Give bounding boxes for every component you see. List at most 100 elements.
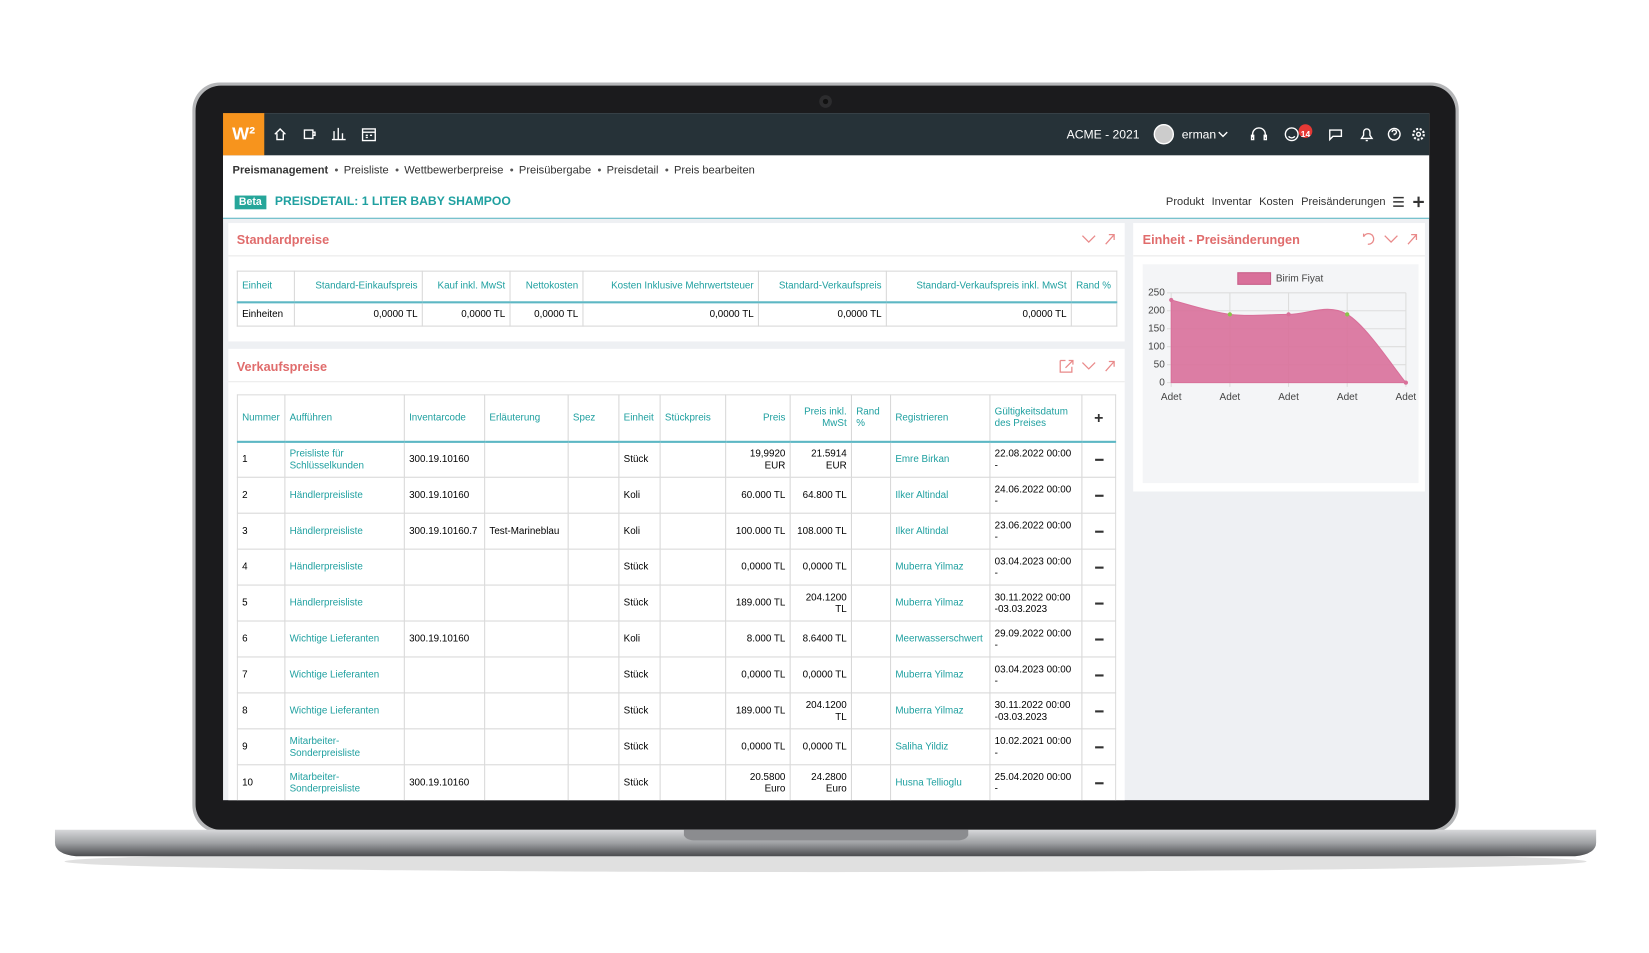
cell[interactable]: Saliha Yildiz: [890, 728, 991, 766]
cell[interactable]: Händlerpreisliste: [284, 476, 405, 514]
cell: [567, 764, 620, 801]
logo[interactable]: W²: [223, 113, 265, 156]
cell: 64.800 TL: [789, 476, 852, 514]
chart-icon[interactable]: [331, 127, 346, 141]
table: Einheit Standard-Einkaufspreis Kauf inkl. …: [236, 270, 1118, 327]
cell: [484, 656, 569, 694]
legend-swatch: [1237, 272, 1272, 285]
column-header: Standard-Einkaufspreis: [293, 270, 423, 303]
company[interactable]: ACME - 2021: [1067, 128, 1140, 142]
cell[interactable]: Mitarbeiter-Sonderpreisliste: [284, 728, 405, 766]
list-icon[interactable]: [1393, 196, 1404, 207]
cell[interactable]: Händlerpreisliste: [284, 584, 405, 622]
cell[interactable]: Muberra Yilmaz: [890, 548, 991, 586]
cell[interactable]: Händlerpreisliste: [284, 512, 405, 550]
cell[interactable]: Wichtige Lieferanten: [284, 692, 405, 730]
add-icon[interactable]: [1413, 196, 1424, 208]
cell: [484, 620, 569, 658]
breadcrumb-item[interactable]: Preisdetail: [597, 164, 658, 177]
remove-icon[interactable]: [1094, 745, 1104, 748]
cup-icon[interactable]: [303, 129, 316, 140]
nav-icons: 14 ACME - 2021 erman: [274, 124, 1425, 145]
cell: 189.000 TL: [725, 692, 791, 730]
row: 8 Wichtige Lieferanten Stück 189.000 TL 204.…: [236, 692, 1117, 730]
calendar-icon[interactable]: [361, 128, 376, 142]
remove-cell: [1081, 692, 1117, 730]
point: [1286, 312, 1291, 317]
breadcrumb-item[interactable]: Preismanagement: [232, 163, 329, 177]
cell: 0,0000 TL: [293, 301, 423, 327]
smiley-icon[interactable]: [1284, 127, 1299, 142]
row: 1 Preisliste für Schlüsselkunden 300.19.10…: [236, 440, 1117, 478]
cell[interactable]: Wichtige Lieferanten: [284, 620, 405, 658]
cell: [659, 692, 727, 730]
column-header: Preis inkl. MwSt: [789, 394, 852, 443]
help-icon[interactable]: [1387, 127, 1401, 141]
cell[interactable]: Muberra Yilmaz: [890, 692, 991, 730]
cell: [850, 620, 892, 658]
panel-title: Einheit - Preisänderungen: [1142, 232, 1300, 248]
column-header: Inventarcode: [403, 394, 486, 443]
column-header: Stückpreis: [659, 394, 727, 443]
remove-cell: [1081, 728, 1117, 766]
headset-icon[interactable]: [1250, 127, 1268, 141]
cell: 7: [236, 656, 286, 694]
username[interactable]: erman: [1182, 128, 1216, 142]
cell[interactable]: Ilker Altindal: [890, 476, 991, 514]
cell: 24.2800 Euro: [789, 764, 852, 801]
cell[interactable]: Mitarbeiter-Sonderpreisliste: [284, 764, 405, 801]
breadcrumb-item[interactable]: Wettbewerberpreise: [395, 164, 503, 177]
table: Nummer Aufführen Inventarcode Erläuterung Sp…: [236, 394, 1117, 801]
bell-icon[interactable]: [1360, 128, 1374, 142]
y-tick-label: 0: [1159, 377, 1165, 388]
cell: [567, 512, 620, 550]
cell[interactable]: Händlerpreisliste: [284, 548, 405, 586]
tab[interactable]: Produkt: [1165, 195, 1205, 209]
remove-icon[interactable]: [1094, 781, 1104, 784]
tab[interactable]: Preisänderungen: [1301, 195, 1386, 209]
breadcrumb-item[interactable]: Preis bearbeiten: [665, 164, 755, 177]
home-icon[interactable]: [274, 127, 286, 141]
x-tick-label: Adet: [1220, 392, 1241, 403]
breadcrumb-item[interactable]: Preisliste: [335, 164, 389, 177]
cell: 10.02.2021 00:00 -: [989, 728, 1083, 766]
remove-icon[interactable]: [1094, 566, 1104, 569]
cell[interactable]: Husna Tellioglu: [890, 764, 991, 801]
add-row[interactable]: +: [1081, 394, 1117, 443]
cell: 9: [236, 728, 286, 766]
remove-icon[interactable]: [1094, 637, 1104, 641]
cell: [850, 692, 892, 730]
cell: 0,0000 TL: [789, 656, 852, 694]
remove-icon[interactable]: [1094, 458, 1104, 461]
settings-icon[interactable]: [1412, 127, 1425, 141]
tab[interactable]: Inventar: [1211, 195, 1252, 209]
cell[interactable]: Emre Birkan: [890, 440, 991, 478]
remove-icon[interactable]: [1094, 673, 1104, 677]
breadcrumb-item[interactable]: Preisübergabe: [510, 164, 591, 177]
y-tick-label: 50: [1154, 359, 1166, 370]
cell[interactable]: Preisliste für Schlüsselkunden: [284, 440, 405, 478]
cell: 300.19.10160: [403, 620, 486, 658]
cell: [850, 548, 892, 586]
cell[interactable]: Meerwasserschwert: [890, 620, 991, 658]
remove-cell: [1081, 620, 1117, 658]
chat-icon[interactable]: [1329, 129, 1343, 142]
cell[interactable]: Muberra Yilmaz: [890, 656, 991, 694]
cell: 204.1200 TL: [789, 584, 852, 622]
cell: [484, 440, 569, 478]
cell[interactable]: Wichtige Lieferanten: [284, 656, 405, 694]
remove-icon[interactable]: [1094, 602, 1104, 605]
navbar: [223, 113, 1430, 156]
remove-icon[interactable]: [1094, 530, 1104, 533]
user-chevron[interactable]: [1218, 131, 1228, 138]
tab[interactable]: Kosten: [1259, 195, 1294, 209]
row: 5 Händlerpreisliste Stück 189.000 TL 204.120…: [236, 584, 1117, 622]
cell[interactable]: Ilker Altindal: [890, 512, 991, 550]
cell: 8.000 TL: [725, 620, 791, 658]
cell[interactable]: Muberra Yilmaz: [890, 584, 991, 622]
avatar[interactable]: [1153, 124, 1175, 145]
remove-icon[interactable]: [1094, 494, 1104, 497]
cell: [567, 692, 620, 730]
remove-icon[interactable]: [1094, 709, 1104, 712]
